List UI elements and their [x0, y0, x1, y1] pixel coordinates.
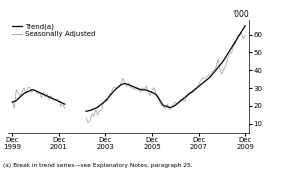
- Text: (a) Break in trend series—see Explanatory Notes, paragraph 25.: (a) Break in trend series—see Explanator…: [3, 163, 192, 168]
- Legend: Trend(a), Seasonally Adjusted: Trend(a), Seasonally Adjusted: [12, 24, 96, 37]
- Text: '000: '000: [232, 10, 249, 19]
